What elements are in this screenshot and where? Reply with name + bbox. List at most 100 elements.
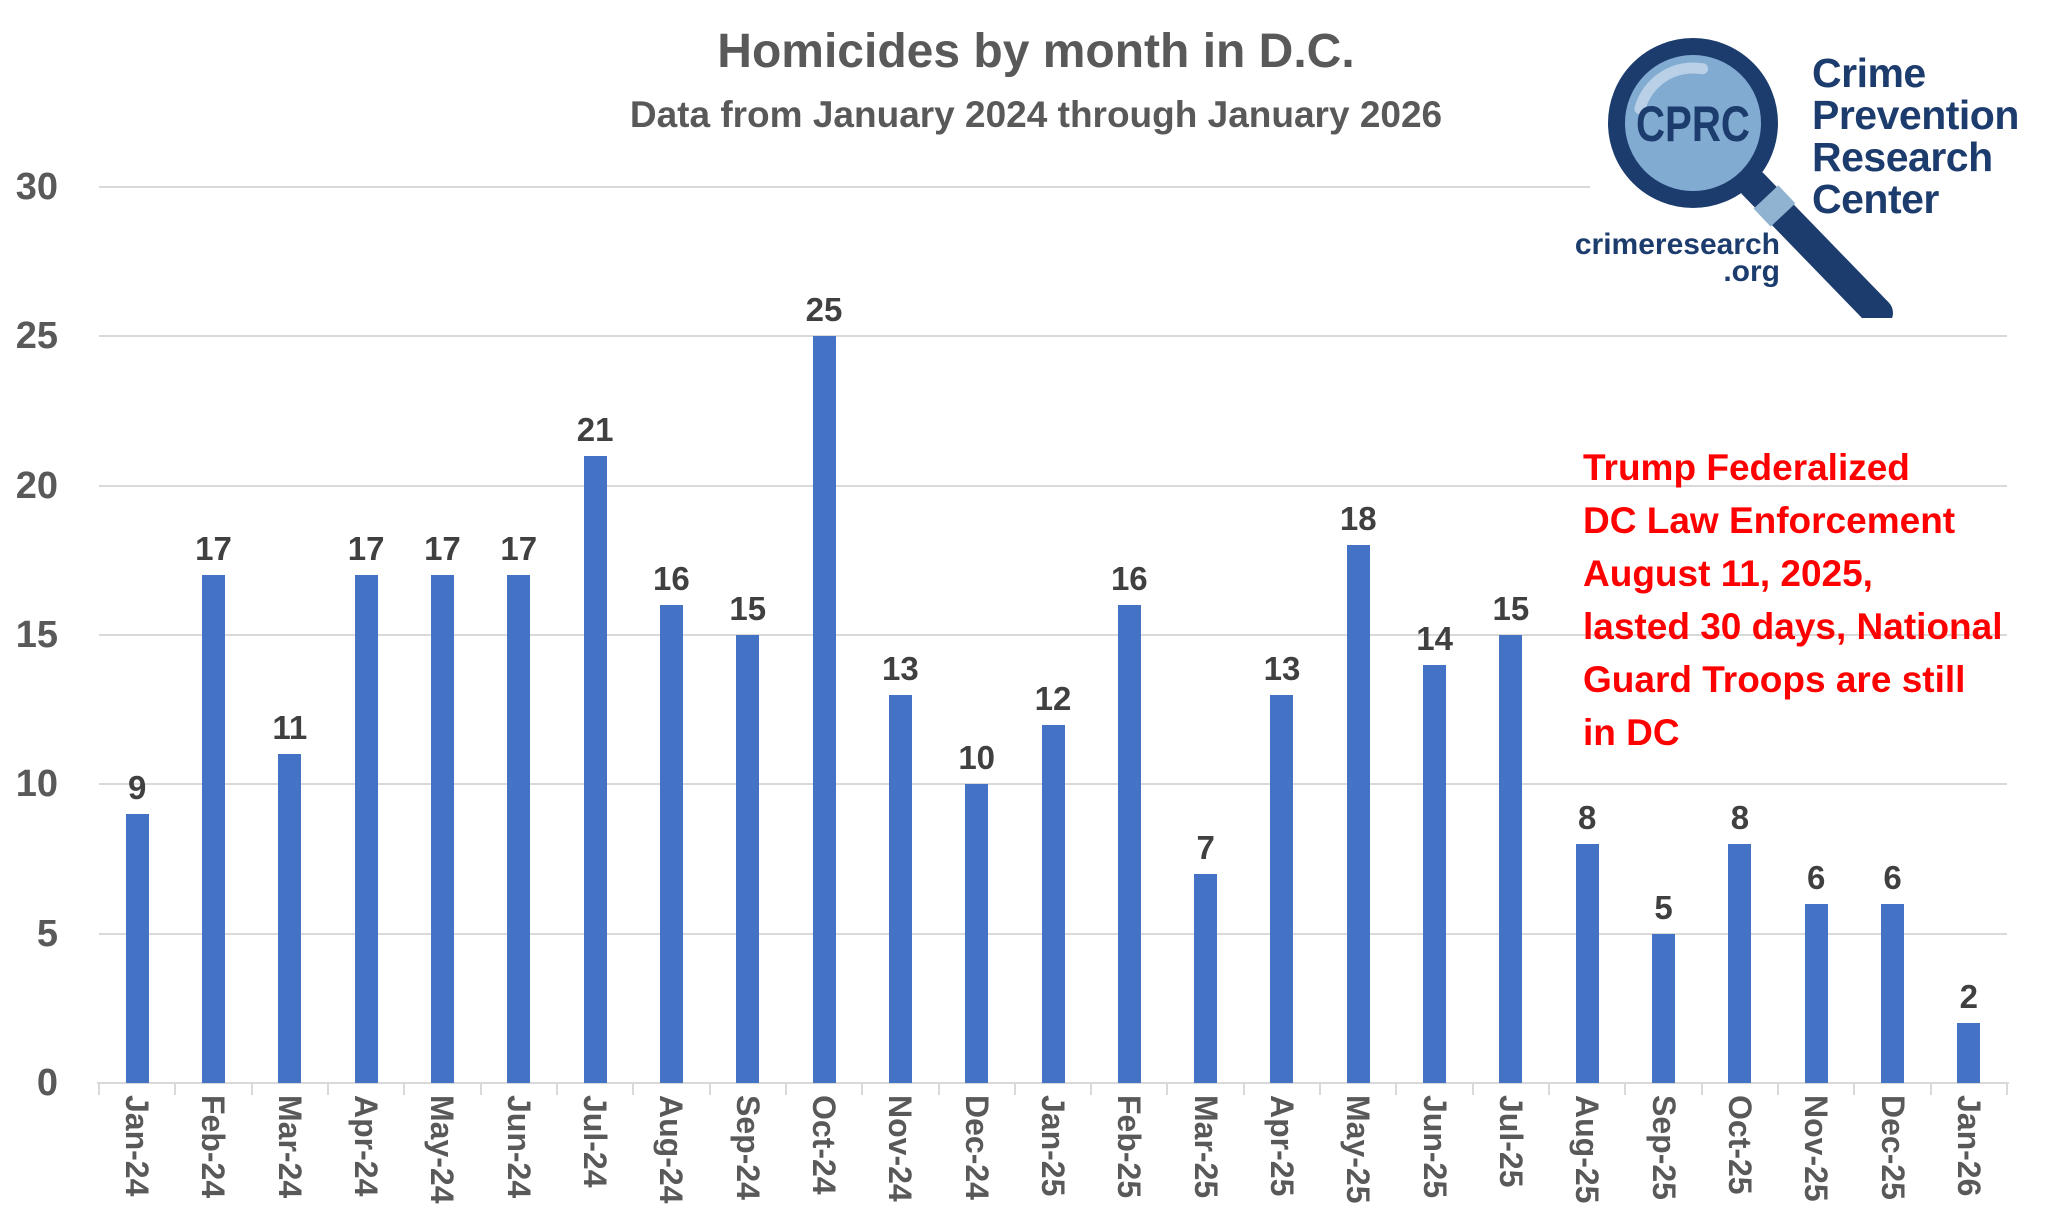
x-axis-label: Jul-24: [577, 1095, 614, 1188]
bar: [1804, 903, 1828, 1083]
bar-value-label: 16: [653, 560, 690, 598]
bar-value-label: 17: [500, 530, 538, 568]
bar: [1728, 844, 1752, 1083]
x-axis-tick: [1013, 1083, 1016, 1095]
x-axis-tick: [174, 1083, 177, 1095]
x-axis-tick: [98, 1083, 100, 1095]
cprc-acronym: CPRC: [1636, 96, 1750, 152]
bar-value-label: 12: [1034, 679, 1072, 717]
x-axis-tick: [250, 1083, 253, 1095]
bar: [125, 814, 149, 1083]
bar-value-label: 25: [805, 291, 843, 329]
x-axis-label: Sep-25: [1645, 1095, 1682, 1200]
annotation-line: August 11, 2025,: [1583, 553, 1873, 594]
y-gridline: [99, 634, 2007, 636]
x-axis-label: Oct-24: [806, 1095, 843, 1195]
y-axis-label: 25: [15, 315, 58, 358]
x-axis-tick: [1242, 1083, 1245, 1095]
bar-value-label: 16: [1110, 560, 1148, 598]
x-axis-label: May-25: [1340, 1095, 1377, 1204]
website-line2: .org: [1723, 255, 1780, 288]
x-axis-tick: [326, 1083, 329, 1095]
magnifier-ferrule: [1753, 185, 1796, 227]
bar: [1881, 903, 1905, 1083]
bar: [1499, 635, 1523, 1083]
x-axis-label: Nov-25: [1798, 1095, 1835, 1202]
x-axis-label: Feb-24: [195, 1095, 232, 1199]
website-url: crimeresearch .org: [1574, 228, 1780, 288]
bar: [659, 605, 683, 1083]
x-axis-tick: [1471, 1083, 1474, 1095]
y-axis-label: 15: [15, 614, 58, 656]
x-axis-label: Jan-24: [119, 1095, 156, 1197]
x-axis-tick: [1090, 1083, 1093, 1095]
bar-value-label: 10: [958, 739, 996, 777]
annotation-line: Guard Troops are still: [1583, 659, 1966, 700]
y-gridline: [99, 484, 2007, 487]
bar-value-label: 5: [1654, 888, 1673, 926]
lens-highlight: [1634, 62, 1709, 115]
bar: [201, 575, 225, 1083]
x-axis-label: Apr-25: [1263, 1095, 1300, 1197]
x-axis-label: Aug-24: [653, 1095, 690, 1204]
bar-value-label: 2: [1959, 978, 1978, 1016]
x-axis-label: Aug-25: [1569, 1095, 1606, 1204]
x-axis-label: May-24: [424, 1095, 461, 1204]
y-axis-label: 30: [15, 166, 58, 208]
bar-value-label: 14: [1416, 619, 1453, 657]
bar-value-label: 6: [1807, 858, 1826, 896]
x-axis-tick: [555, 1083, 558, 1095]
x-axis-label: Feb-25: [1111, 1095, 1148, 1199]
bar: [1652, 933, 1676, 1083]
chart-subtitle: Data from January 2024 through January 2…: [629, 94, 1443, 135]
x-axis-tick: [784, 1083, 787, 1095]
x-axis-tick: [479, 1083, 482, 1095]
bar-value-label: 7: [1196, 828, 1215, 866]
magnifier-icon: CPRC: [1608, 38, 1893, 318]
cprc-logo: CPRC Crime Prevention Research Center crime…: [1575, 0, 2058, 318]
bar: [1194, 873, 1218, 1083]
x-axis-tick: [1853, 1083, 1856, 1095]
bar-value-label: 15: [1492, 590, 1530, 627]
bar: [1041, 724, 1065, 1083]
bar-value-label: 21: [576, 410, 614, 448]
x-axis-tick: [1166, 1083, 1169, 1095]
bar-value-label: 17: [195, 530, 232, 568]
x-axis-label: Apr-24: [348, 1095, 385, 1197]
x-axis-tick: [861, 1083, 864, 1095]
annotation-line: in DC: [1583, 712, 1680, 753]
annotation-text: Trump Federalized DC Law Enforcement Augus…: [1583, 441, 2058, 759]
bar-value-label: 8: [1578, 799, 1597, 837]
bar-value-label: 17: [347, 530, 385, 568]
bar-value-label: 9: [127, 769, 147, 807]
chart-title: Homicides by month in D.C.: [717, 25, 1355, 78]
x-axis-tick: [1700, 1083, 1703, 1095]
org-name-line: Research: [1812, 134, 1993, 180]
x-axis-tick: [1548, 1083, 1551, 1095]
x-axis-label: Sep-24: [729, 1095, 766, 1200]
x-axis-tick: [1929, 1083, 1932, 1095]
x-axis-label: Jan-26: [1950, 1095, 1987, 1197]
bar-value-label: 13: [882, 649, 919, 687]
bar: [888, 694, 912, 1083]
org-name: Crime Prevention Research Center: [1812, 52, 2019, 220]
bar: [965, 784, 989, 1083]
x-axis-tick: [937, 1083, 940, 1095]
x-axis-tick: [1777, 1083, 1780, 1095]
annotation-line: lasted 30 days, National: [1583, 606, 2003, 647]
bar: [507, 575, 531, 1083]
x-axis-label: Dec-24: [958, 1095, 995, 1200]
y-axis-label: 5: [36, 912, 58, 955]
x-axis-label: Jan-25: [1035, 1095, 1071, 1197]
bar: [1346, 545, 1370, 1083]
bar: [430, 575, 454, 1083]
y-gridline: [99, 335, 2007, 338]
bar: [583, 455, 607, 1083]
x-axis-label: Jun-25: [1416, 1095, 1453, 1199]
bar-value-label: 17: [424, 530, 461, 568]
x-axis-label: Oct-25: [1721, 1095, 1758, 1195]
x-axis-tick: [708, 1083, 711, 1095]
website-line1: crimeresearch: [1574, 228, 1780, 261]
y-axis-label: 0: [36, 1062, 58, 1104]
